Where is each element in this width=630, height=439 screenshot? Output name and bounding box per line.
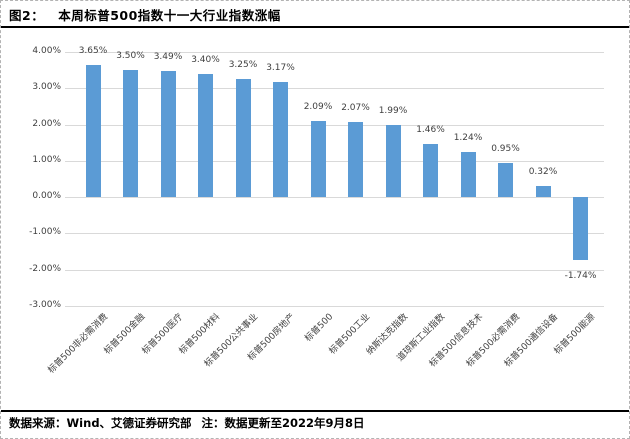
bar [123, 70, 138, 198]
gridline [65, 269, 604, 271]
gridline [65, 306, 604, 307]
bar [310, 121, 326, 198]
y-axis-tick-label: -1.00% [29, 227, 61, 238]
bar [460, 152, 476, 198]
bar-value-label: -1.74% [564, 271, 597, 282]
gridline [65, 52, 604, 53]
y-axis-tick-label: -3.00% [29, 300, 61, 310]
bar-value-label: 2.09% [303, 102, 333, 113]
bar-value-label: 3.50% [116, 51, 145, 62]
bar-value-label: 1.24% [453, 133, 483, 144]
figure-footer-row: 数据来源：Wind、艾德证券研究部 注：数据更新至2022年9月8日 [9, 415, 621, 431]
data-note-text: 注：数据更新至2022年9月8日 [201, 416, 365, 430]
bar-value-label: 3.49% [153, 51, 183, 62]
gridline [65, 233, 604, 235]
y-axis-tick-label: 0.00% [32, 191, 61, 202]
data-source-text: 数据来源：Wind、艾德证券研究部 [9, 416, 192, 430]
footer-divider-line [1, 410, 629, 412]
bar [385, 124, 401, 198]
x-axis-category-label: 标普500非必需消费 [46, 312, 111, 376]
y-axis-tick-label: 4.00% [32, 46, 61, 56]
gridline [65, 124, 604, 126]
figure-title: 本周标普500指数十一大行业指数涨幅 [58, 8, 281, 23]
bar-value-label: 1.46% [416, 125, 445, 136]
title-divider-line [1, 26, 629, 28]
bar-value-label: 3.17% [266, 63, 295, 74]
figure-number-label: 图2： [9, 8, 45, 23]
bar-value-label: 0.95% [491, 143, 520, 154]
gridline [65, 197, 604, 199]
y-axis-tick-label: 1.00% [32, 154, 61, 165]
figure-title-row: 图2： 本周标普500指数十一大行业指数涨幅 [9, 5, 619, 24]
x-axis-category-label: 标普500 [303, 312, 336, 344]
bar-value-label: 3.65% [78, 45, 108, 56]
y-axis-tick-label: -2.00% [29, 263, 61, 274]
bar [198, 73, 213, 198]
bar-value-label: 1.99% [378, 105, 408, 116]
bar-value-label: 0.32% [528, 166, 558, 177]
bar [85, 64, 101, 198]
y-axis-tick-label: 2.00% [32, 118, 61, 129]
gridline [65, 88, 604, 90]
bar [235, 79, 251, 198]
bar [573, 197, 588, 261]
bar-value-label: 3.40% [191, 54, 220, 65]
bar-value-label: 2.07% [341, 103, 370, 114]
bar [273, 82, 288, 198]
bar [160, 70, 176, 198]
gridline [65, 160, 604, 162]
bar [423, 144, 438, 198]
y-axis-tick-label: 3.00% [32, 82, 61, 93]
bar [498, 162, 513, 198]
bar [348, 122, 363, 198]
bar-value-label: 3.25% [228, 60, 258, 71]
bar [535, 185, 551, 198]
